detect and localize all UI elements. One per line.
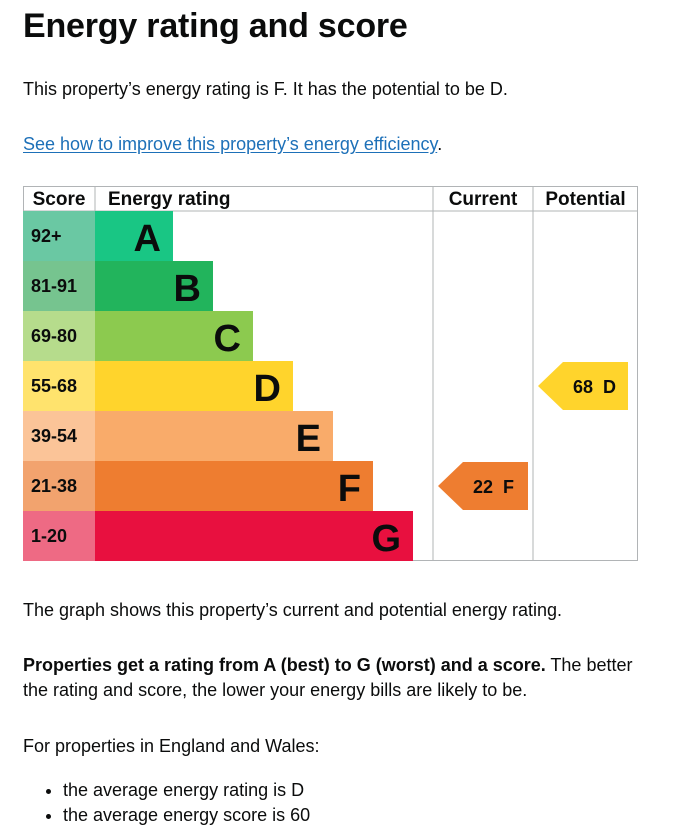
improve-paragraph: See how to improve this property’s energ… <box>23 132 442 157</box>
energy-rating-graph: Score Energy rating Current Potential 92+ A 81… <box>23 186 638 561</box>
band-score-cell <box>23 211 95 261</box>
band-score-label: 81-91 <box>31 276 77 296</box>
band-bar-a <box>95 211 173 261</box>
band-score-label: 39-54 <box>31 426 77 446</box>
band-bar-e <box>95 411 333 461</box>
header-energy-rating: Energy rating <box>108 189 230 210</box>
band-letter: B <box>174 268 201 310</box>
band-score-label: 92+ <box>31 226 62 246</box>
rating-explanation-rest: The better the rating and score, the low… <box>23 655 633 700</box>
band-bar-g <box>95 511 413 561</box>
band-letter: F <box>338 468 361 510</box>
band-score-cell <box>23 261 95 311</box>
averages-list: the average energy rating is D the avera… <box>23 778 310 828</box>
band-score-cell <box>23 361 95 411</box>
rating-explanation-bold: Properties get a rating from A (best) to… <box>23 655 546 675</box>
page-title: Energy rating and score <box>23 7 408 45</box>
improve-efficiency-link[interactable]: See how to improve this property’s energ… <box>23 134 438 154</box>
band-bar-d <box>95 361 293 411</box>
band-score-label: 55-68 <box>31 376 77 396</box>
band-letter: G <box>371 518 401 560</box>
band-score-cell <box>23 511 95 561</box>
potential-rating-arrow <box>538 362 628 410</box>
current-score: 22 <box>473 477 493 497</box>
band-bar-f <box>95 461 373 511</box>
band-bar-c <box>95 311 253 361</box>
header-potential: Potential <box>545 189 625 210</box>
potential-score: 68 <box>573 377 593 397</box>
improve-link-suffix: . <box>437 134 443 154</box>
header-current: Current <box>449 189 518 210</box>
average-rating-item: the average energy rating is D <box>63 778 310 803</box>
band-bar-b <box>95 261 213 311</box>
band-score-cell <box>23 411 95 461</box>
band-score-label: 69-80 <box>31 326 77 346</box>
band-letter: D <box>254 368 281 410</box>
current-letter: F <box>503 477 514 497</box>
energy-rating-chart: Score Energy rating Current Potential 92+ A 81… <box>23 186 638 561</box>
band-letter: C <box>214 318 241 360</box>
potential-letter: D <box>603 377 616 397</box>
band-letter: A <box>134 218 161 260</box>
average-score-item: the average energy score is 60 <box>63 803 310 828</box>
rating-summary: This property’s energy rating is F. It h… <box>23 79 508 99</box>
rating-explanation: Properties get a rating from A (best) to… <box>23 653 643 703</box>
england-wales-intro: For properties in England and Wales: <box>23 736 320 756</box>
band-score-label: 1-20 <box>31 526 67 546</box>
band-score-cell <box>23 311 95 361</box>
band-score-label: 21-38 <box>31 476 77 496</box>
header-score: Score <box>33 189 86 210</box>
current-rating-arrow <box>438 462 528 510</box>
graph-description: The graph shows this property’s current … <box>23 600 562 620</box>
band-letter: E <box>296 418 321 460</box>
band-score-cell <box>23 461 95 511</box>
